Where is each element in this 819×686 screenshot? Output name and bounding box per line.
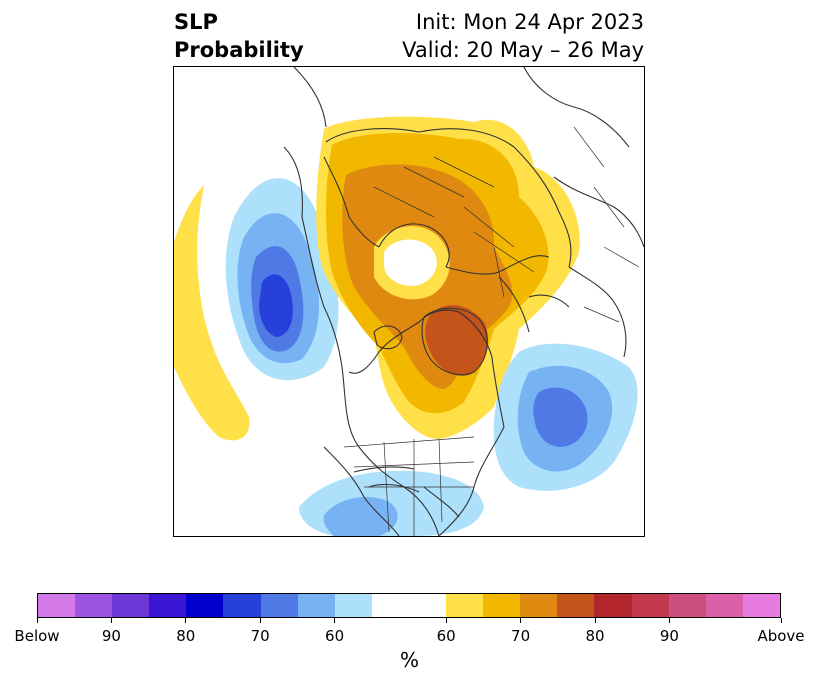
political-borders	[343, 126, 640, 536]
us-below-mid	[323, 496, 398, 536]
colorbar-tick-label: 90	[101, 627, 121, 645]
colorbar-tick	[110, 618, 112, 623]
colorbar-segment	[742, 594, 780, 617]
init-date: Init: Mon 24 Apr 2023	[415, 10, 644, 34]
colorbar-tick-label: Above	[757, 627, 805, 645]
title-right: Init: Mon 24 Apr 2023 Valid: 20 May – 26…	[402, 8, 644, 64]
colorbar-tick-label: 60	[436, 627, 456, 645]
colorbar	[37, 593, 781, 618]
colorbar-tick	[259, 618, 261, 623]
colorbar-tick-label: 90	[659, 627, 679, 645]
probability-map	[173, 66, 645, 537]
colorbar-tick	[185, 618, 187, 623]
colorbar-ticks: Below 90 80 70 60 60 70 80 90 Above	[14, 618, 805, 648]
colorbar-tick-label: 70	[511, 627, 531, 645]
colorbar-tick	[668, 618, 670, 623]
valid-range: Valid: 20 May – 26 May	[402, 38, 644, 62]
colorbar-tick	[594, 618, 596, 623]
colorbar-segment	[149, 594, 187, 617]
colorbar-segment	[446, 594, 484, 617]
pacific-below-core	[259, 274, 293, 337]
title-left: SLP Probability	[174, 8, 304, 64]
colorbar-segment	[371, 594, 447, 617]
colorbar-segment	[668, 594, 706, 617]
colorbar-tick	[36, 618, 38, 623]
title-product: Probability	[174, 38, 304, 62]
colorbar-tick-label: Below	[14, 627, 60, 645]
colorbar-unit-label: %	[399, 648, 419, 672]
colorbar-segment	[557, 594, 595, 617]
map-canvas	[174, 67, 644, 536]
colorbar-segment	[223, 594, 261, 617]
colorbar-segment	[112, 594, 150, 617]
colorbar-tick	[334, 618, 336, 623]
colorbar-tick-label: 60	[325, 627, 345, 645]
arctic-pole-white	[384, 239, 437, 286]
colorbar-tick-label: 80	[585, 627, 605, 645]
colorbar-segment	[38, 594, 76, 617]
colorbar-segment	[631, 594, 669, 617]
atlantic-below-dark	[533, 387, 588, 447]
title-variable: SLP	[174, 10, 218, 34]
colorbar-segment	[297, 594, 335, 617]
colorbar-segment	[520, 594, 558, 617]
colorbar-segment	[186, 594, 224, 617]
colorbar-tick	[520, 618, 522, 623]
colorbar-segment	[260, 594, 298, 617]
colorbar-tick-label: 70	[250, 627, 270, 645]
colorbar-segment	[594, 594, 632, 617]
colorbar-tick	[780, 618, 782, 623]
colorbar-segment	[705, 594, 743, 617]
colorbar-segment	[75, 594, 113, 617]
colorbar-tick-label: 80	[176, 627, 196, 645]
colorbar-segment	[483, 594, 521, 617]
colorbar-segment	[334, 594, 372, 617]
pacific-above-yellow	[174, 185, 250, 441]
colorbar-tick	[445, 618, 447, 623]
